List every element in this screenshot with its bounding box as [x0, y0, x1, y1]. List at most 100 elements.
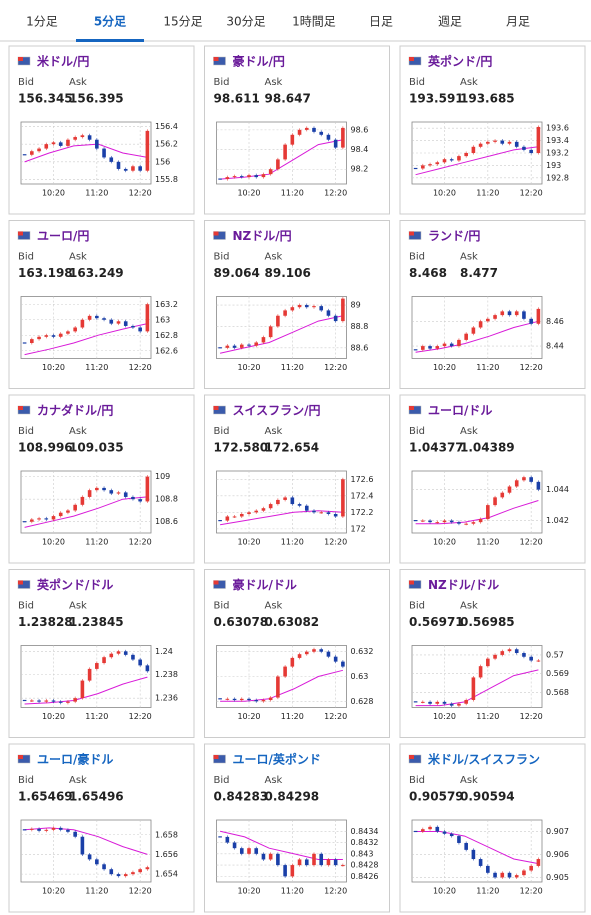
candle: [428, 826, 432, 830]
plot-area: [411, 470, 543, 534]
ask-value: 1.65496: [69, 790, 124, 804]
pair-name[interactable]: 米ドル/スイスフラン: [428, 752, 540, 767]
y-tick-label: 0.907: [546, 827, 569, 836]
candle: [290, 134, 295, 145]
candle: [283, 666, 287, 677]
plot-area: [216, 296, 347, 359]
y-tick-label: 0.632: [351, 647, 374, 656]
tab[interactable]: 1時間足: [292, 15, 336, 29]
pair-name[interactable]: NZドル/ドル: [428, 578, 499, 592]
x-tick-label: 10:20: [433, 712, 456, 721]
candle: [123, 874, 128, 877]
tab[interactable]: 15分足: [163, 15, 202, 29]
candle: [297, 129, 302, 135]
moving-average: [220, 669, 344, 702]
x-tick-label: 10:20: [42, 538, 65, 547]
candle: [449, 520, 454, 523]
candle: [131, 496, 135, 500]
candle: [232, 698, 237, 701]
flag-mark: [18, 755, 23, 759]
candle: [225, 345, 230, 348]
candle: [254, 342, 259, 346]
pair-name[interactable]: 英ポンド/円: [428, 54, 492, 69]
flag-mark: [18, 231, 23, 236]
pair-name[interactable]: 米ドル/円: [37, 54, 89, 69]
tab[interactable]: 週足: [438, 15, 462, 29]
y-tick-label: 108.8: [155, 495, 178, 504]
candle: [254, 848, 259, 854]
tab[interactable]: 月足: [506, 15, 530, 29]
flag-mark: [409, 755, 414, 759]
candle: [261, 337, 266, 343]
bid-label: Bid: [18, 252, 34, 263]
tab[interactable]: 日足: [369, 15, 393, 29]
pair-name[interactable]: ユーロ/ドル: [428, 404, 492, 418]
candle: [312, 306, 316, 308]
candle: [145, 304, 150, 332]
candle: [471, 849, 476, 860]
pair-name[interactable]: 豪ドル/円: [233, 54, 285, 69]
y-tick-label: 88.8: [351, 322, 369, 331]
y-tick-label: 172.6: [351, 475, 374, 484]
y-tick-label: 0.906: [546, 850, 569, 859]
candle: [87, 135, 92, 140]
tab[interactable]: 5分足: [94, 14, 126, 29]
candle: [471, 677, 476, 700]
candle: [522, 146, 526, 150]
candle: [522, 477, 526, 481]
x-tick-label: 11:20: [476, 189, 499, 198]
pair-name[interactable]: スイスフラン/円: [233, 404, 321, 418]
y-tick-label: 1.656: [155, 850, 178, 859]
x-tick-label: 10:20: [42, 712, 65, 721]
pair-name[interactable]: カナダドル/円: [37, 403, 113, 418]
candle: [73, 831, 77, 837]
pair-name[interactable]: 英ポンド/ドル: [37, 577, 113, 592]
candle: [37, 148, 41, 152]
ask-value: 0.84298: [265, 790, 320, 804]
pair-name[interactable]: ユーロ/豪ドル: [37, 752, 113, 767]
candle: [536, 859, 541, 866]
pair-name[interactable]: ユーロ/英ポンド: [233, 752, 321, 767]
candle: [95, 859, 99, 865]
pair-name[interactable]: ランド/円: [428, 229, 480, 243]
y-tick-label: 98.2: [351, 165, 369, 174]
plot-area: [216, 470, 347, 534]
pair-name[interactable]: 豪ドル/ドル: [233, 577, 297, 592]
candle: [500, 492, 505, 498]
candle: [486, 318, 490, 322]
candle: [486, 505, 490, 520]
candle: [500, 311, 505, 316]
candle: [507, 649, 512, 652]
tab[interactable]: 30分足: [226, 15, 265, 29]
plot-area: [411, 645, 543, 708]
candle: [464, 699, 468, 704]
candle: [138, 327, 142, 332]
pair-name[interactable]: ユーロ/円: [37, 229, 89, 243]
candle: [514, 141, 519, 147]
candle: [131, 166, 135, 171]
candle: [478, 321, 483, 328]
candle: [145, 665, 150, 672]
pair-name[interactable]: NZドル/円: [233, 229, 292, 243]
ask-label: Ask: [69, 775, 87, 786]
tab[interactable]: 1分足: [26, 15, 58, 29]
candle: [261, 508, 266, 511]
ask-value: 98.647: [265, 92, 311, 106]
candle: [326, 310, 331, 316]
y-tick-label: 156.2: [155, 140, 178, 149]
